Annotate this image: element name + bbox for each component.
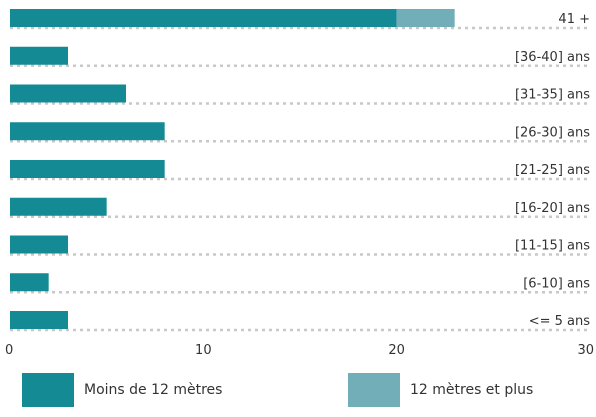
- category-label: [16-20] ans: [515, 201, 590, 216]
- legend-label-12-metres-et-plus: 12 mètres et plus: [410, 382, 534, 398]
- bar-moins-de-12-metres: [10, 311, 68, 329]
- x-tick-label: 0: [5, 343, 13, 358]
- category-label: [6-10] ans: [523, 276, 590, 291]
- category-label: 41 +: [558, 12, 590, 27]
- legend-swatch-moins-de-12-metres: [22, 373, 74, 407]
- bar-moins-de-12-metres: [10, 235, 68, 254]
- bar-moins-de-12-metres: [10, 197, 107, 216]
- bar-12-metres-et-plus: [396, 9, 455, 27]
- x-tick-label: 10: [195, 343, 212, 358]
- category-label: [31-35] ans: [515, 88, 590, 103]
- category-label: [21-25] ans: [515, 163, 590, 178]
- category-label: [26-30] ans: [515, 125, 590, 140]
- category-label: [36-40] ans: [515, 50, 590, 65]
- bar-moins-de-12-metres: [10, 46, 68, 65]
- legend-swatch-12-metres-et-plus: [348, 373, 400, 407]
- legend: Moins de 12 mètres 12 mètres et plus: [0, 372, 596, 412]
- legend-item-moins-de-12-metres: Moins de 12 mètres: [22, 372, 222, 408]
- x-tick-label: 30: [577, 343, 594, 358]
- bar-moins-de-12-metres: [10, 9, 397, 27]
- bar-moins-de-12-metres: [10, 84, 126, 103]
- x-tick-label: 20: [388, 343, 405, 358]
- legend-item-12-metres-et-plus: 12 mètres et plus: [348, 372, 533, 408]
- bar-chart: 41 + [36-40] ans [31-35] ans [26-30] ans [21…: [5, 9, 594, 358]
- bar-moins-de-12-metres: [10, 273, 49, 292]
- category-label: <= 5 ans: [529, 314, 591, 329]
- category-label: [11-15] ans: [515, 239, 590, 254]
- bar-moins-de-12-metres: [10, 122, 165, 141]
- legend-label-moins-de-12-metres: Moins de 12 mètres: [84, 382, 223, 398]
- bar-moins-de-12-metres: [10, 160, 165, 178]
